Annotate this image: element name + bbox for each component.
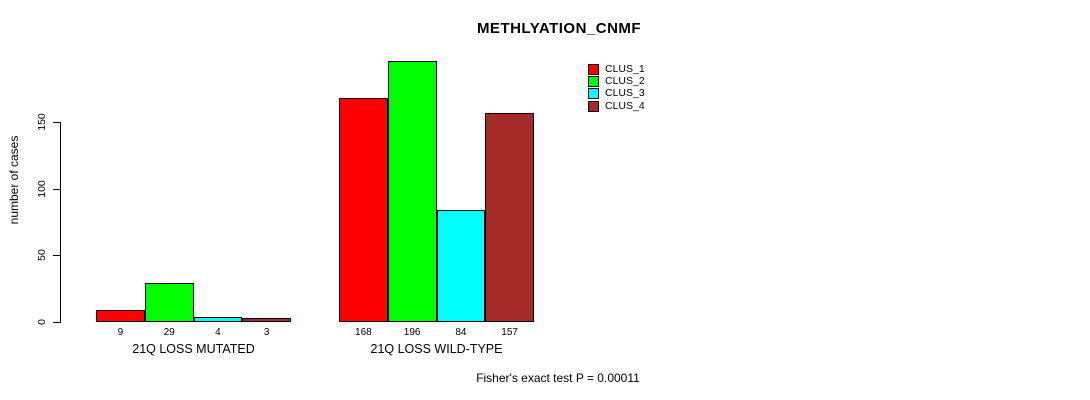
legend-label: CLUS_1 [605, 62, 645, 75]
bar-clus_1-group2 [339, 98, 388, 322]
bar-value-label: 9 [117, 327, 124, 338]
legend-item-clus_2: CLUS_2 [588, 75, 645, 88]
y-tick [53, 255, 61, 257]
bar-value-label: 196 [403, 327, 421, 338]
legend-swatch [588, 63, 599, 75]
y-tick-label: 0 [36, 319, 48, 325]
legend-label: CLUS_4 [605, 99, 645, 112]
y-axis-label: number of cases [7, 135, 21, 225]
bar-clus_1-group1 [96, 310, 145, 322]
bar-value-label: 3 [263, 327, 270, 338]
group-label: 21Q LOSS MUTATED [132, 342, 255, 356]
chart-title: METHLYATION_CNMF [476, 20, 642, 37]
bar-clus_4-group1 [242, 318, 291, 322]
legend-label: CLUS_3 [605, 87, 645, 100]
bar-clus_3-group2 [436, 210, 486, 322]
legend-item-clus_3: CLUS_3 [588, 88, 645, 100]
bar-clus_2-group1 [144, 283, 194, 322]
legend-swatch [588, 100, 599, 112]
legend-swatch [588, 88, 599, 100]
bar-value-label: 157 [501, 327, 518, 338]
bar-clus_3-group1 [193, 317, 243, 322]
bar-value-label: 168 [355, 327, 372, 338]
legend-swatch [588, 76, 599, 88]
legend-label: CLUS_2 [605, 75, 645, 88]
y-tick [53, 122, 61, 123]
y-tick-label: 150 [36, 113, 48, 131]
y-tick-label: 50 [36, 249, 48, 262]
bar-clus_4-group2 [485, 113, 534, 322]
y-tick-label: 100 [36, 179, 48, 198]
bar-value-label: 29 [163, 327, 175, 338]
legend-item-clus_4: CLUS_4 [588, 100, 645, 112]
y-tick [53, 188, 61, 190]
y-axis-line [60, 122, 61, 323]
legend: CLUS_1 CLUS_2 CLUS_3 CLUS_4 [588, 63, 645, 113]
bar-value-label: 84 [455, 327, 467, 338]
fisher-test-note: Fisher's exact test P = 0.00011 [476, 371, 640, 385]
y-tick [53, 322, 61, 323]
bar-value-label: 4 [215, 327, 221, 338]
group-label: 21Q LOSS WILD-TYPE [370, 342, 503, 356]
bar-clus_2-group2 [387, 61, 437, 322]
legend-item-clus_1: CLUS_1 [588, 63, 645, 75]
